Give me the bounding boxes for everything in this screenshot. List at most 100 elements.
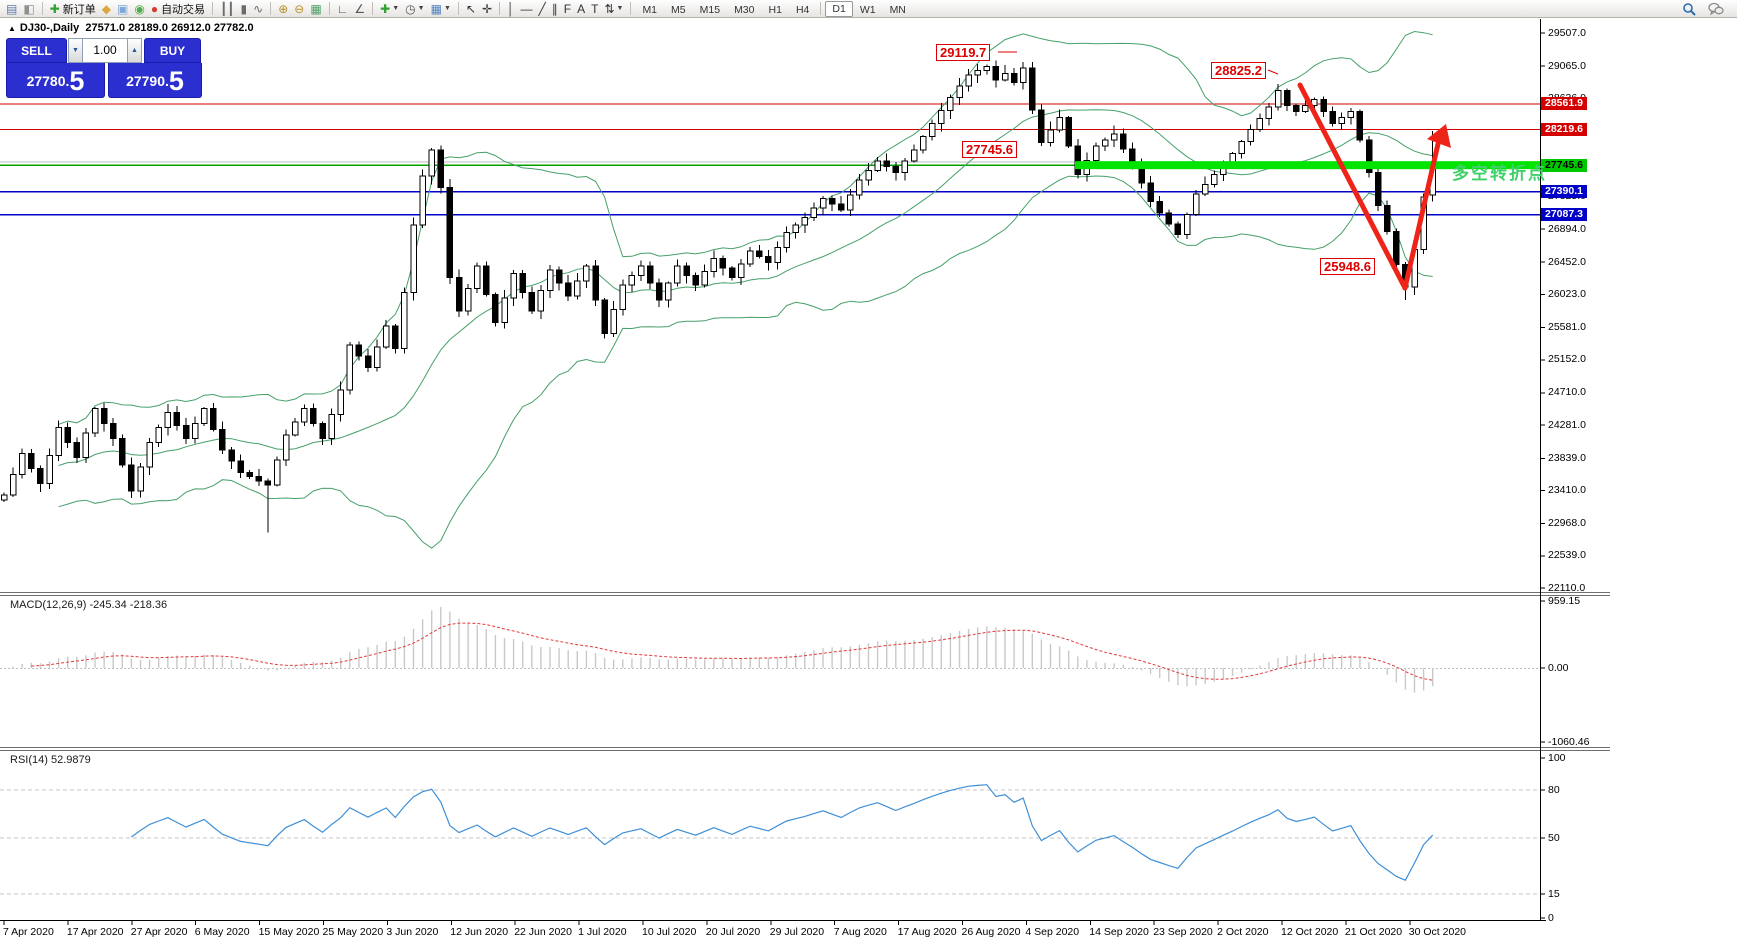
candle-body bbox=[419, 175, 426, 226]
collapse-icon[interactable]: ▲ bbox=[8, 24, 16, 33]
rsi-value: 52.9879 bbox=[50, 754, 91, 766]
candle-body bbox=[137, 466, 144, 492]
candle-body bbox=[756, 250, 763, 258]
dropdown-arrow-icon[interactable]: ▼ bbox=[616, 5, 624, 12]
candle-body bbox=[519, 273, 526, 293]
buy-button[interactable]: BUY bbox=[144, 38, 201, 63]
candle-body bbox=[1019, 67, 1027, 83]
text-label-icon[interactable]: T bbox=[588, 1, 601, 17]
indicators-icon[interactable]: ∟ bbox=[334, 1, 352, 17]
candle-body bbox=[1393, 231, 1400, 266]
candle-body bbox=[492, 293, 499, 323]
line-chart-icon[interactable]: ∿ bbox=[250, 1, 266, 17]
dropdown-arrow-icon[interactable]: ▼ bbox=[417, 5, 425, 12]
candle-body bbox=[273, 459, 281, 486]
candle-body bbox=[783, 231, 790, 248]
channel-icon[interactable]: ∥ bbox=[549, 1, 561, 17]
eraser-icon[interactable]: ◆ bbox=[99, 1, 114, 17]
tab-timeframe-m15[interactable]: M15 bbox=[699, 3, 721, 16]
date-tick-label: 20 Jul 2020 bbox=[705, 926, 761, 938]
period-icon[interactable]: ◷ ▼ bbox=[402, 1, 427, 17]
add-indicator-icon[interactable]: ✚ ▼ bbox=[377, 1, 402, 17]
profiles-icon[interactable]: ◧ bbox=[20, 1, 37, 17]
tab-timeframe-h1[interactable]: H1 bbox=[768, 3, 782, 16]
objects-list-icon[interactable]: ∠ bbox=[351, 1, 368, 17]
candle-body bbox=[437, 149, 445, 188]
volume-increase-button[interactable]: ▲ bbox=[127, 38, 142, 63]
volume-input[interactable]: 1.00 bbox=[83, 38, 127, 63]
tab-timeframe-m5[interactable]: M5 bbox=[671, 3, 686, 16]
candle-body bbox=[91, 408, 99, 434]
candle-body bbox=[1074, 145, 1082, 176]
buy-price[interactable]: 27790. 5 bbox=[108, 63, 202, 98]
template-icon[interactable]: ▦ ▼ bbox=[428, 1, 454, 17]
tab-timeframe-w1[interactable]: W1 bbox=[859, 3, 876, 16]
arrows-icon[interactable]: ⇅ ▼ bbox=[601, 1, 626, 17]
dropdown-arrow-icon[interactable]: ▼ bbox=[443, 5, 451, 12]
date-tick-label: 17 Aug 2020 bbox=[897, 926, 957, 938]
candle-body bbox=[28, 453, 35, 470]
sell-price[interactable]: 27780. 5 bbox=[6, 63, 105, 98]
tab-timeframe-m30[interactable]: M30 bbox=[734, 3, 755, 16]
search-icon[interactable] bbox=[1682, 2, 1696, 16]
signals-icon[interactable]: ◉ bbox=[131, 1, 147, 17]
candle-body bbox=[337, 389, 344, 415]
candle-body bbox=[592, 265, 599, 301]
candle-body bbox=[601, 299, 608, 335]
volume-decrease-button[interactable]: ▼ bbox=[68, 38, 83, 63]
crosshair-icon[interactable]: ✛ bbox=[479, 1, 495, 17]
candle-body bbox=[928, 123, 936, 138]
zoom-out-icon[interactable]: ⊖ bbox=[291, 1, 307, 17]
date-tick-label: 14 Sep 2020 bbox=[1089, 926, 1149, 938]
sell-price-big-digit: 5 bbox=[69, 66, 85, 96]
price-level-badge: 27087.3 bbox=[1541, 208, 1587, 222]
candle-body bbox=[765, 256, 772, 263]
dropdown-arrow-icon[interactable]: ▼ bbox=[392, 5, 400, 12]
new-order-icon[interactable]: ✚ 新订单 bbox=[47, 1, 99, 17]
tab-timeframe-mn[interactable]: MN bbox=[889, 3, 906, 16]
date-tick-label: 30 Oct 2020 bbox=[1408, 926, 1467, 938]
candle-body bbox=[537, 290, 545, 312]
tab-timeframe-m1[interactable]: M1 bbox=[642, 3, 658, 16]
annotation-connector bbox=[1267, 69, 1279, 75]
zoom-out-icon: ⊖ bbox=[294, 1, 305, 16]
date-tick-label: 27 Apr 2020 bbox=[130, 926, 188, 938]
candle-body bbox=[610, 308, 617, 335]
candle-chart-icon[interactable]: ▮ bbox=[238, 1, 251, 17]
vertical-line-icon: │ bbox=[507, 1, 515, 16]
date-tick-label: 2 Oct 2020 bbox=[1217, 926, 1269, 938]
trendline-icon[interactable]: ╱ bbox=[536, 1, 549, 17]
candle-body bbox=[628, 274, 636, 286]
candle-body bbox=[319, 423, 326, 440]
candle-body bbox=[228, 449, 235, 462]
date-tick-label: 4 Sep 2020 bbox=[1025, 926, 1080, 938]
candle-body bbox=[856, 179, 863, 196]
charts-list-icon[interactable]: ▤ bbox=[3, 1, 20, 17]
vertical-line-icon[interactable]: │ bbox=[504, 1, 518, 17]
zoom-in-icon[interactable]: ⊕ bbox=[275, 1, 291, 17]
toolbar-separator bbox=[820, 2, 822, 15]
date-tick-label: 17 Apr 2020 bbox=[66, 926, 124, 938]
candle-body bbox=[974, 70, 981, 76]
auto-trading-icon[interactable]: ● 自动交易 bbox=[148, 1, 208, 17]
bar-chart-icon[interactable]: ┃┃ bbox=[217, 1, 237, 17]
candle-body bbox=[410, 224, 417, 293]
tab-timeframe-d1[interactable]: D1 bbox=[825, 0, 853, 17]
tab-timeframe-h4[interactable]: H4 bbox=[795, 3, 810, 16]
text-icon[interactable]: A bbox=[574, 1, 588, 17]
chat-icon[interactable] bbox=[1708, 2, 1724, 16]
add-indicator-icon: ✚ bbox=[380, 1, 391, 16]
candle-body bbox=[1047, 129, 1054, 143]
horizontal-line-icon[interactable]: ― bbox=[518, 1, 536, 17]
price-tag-annotation: 29119.7 bbox=[936, 44, 991, 61]
trend-arrow-line bbox=[1297, 82, 1408, 291]
metaeditor-icon[interactable]: ▣ bbox=[114, 1, 131, 17]
tile-windows-icon[interactable]: ▦ bbox=[307, 1, 324, 17]
arrows-icon: ⇅ bbox=[604, 1, 615, 16]
cursor-icon[interactable]: ↖ bbox=[463, 1, 479, 17]
toolbar-separator bbox=[328, 2, 330, 15]
cursor-icon: ↖ bbox=[465, 1, 476, 16]
fibonacci-icon[interactable]: F bbox=[561, 1, 574, 17]
sell-button[interactable]: SELL bbox=[6, 38, 67, 63]
